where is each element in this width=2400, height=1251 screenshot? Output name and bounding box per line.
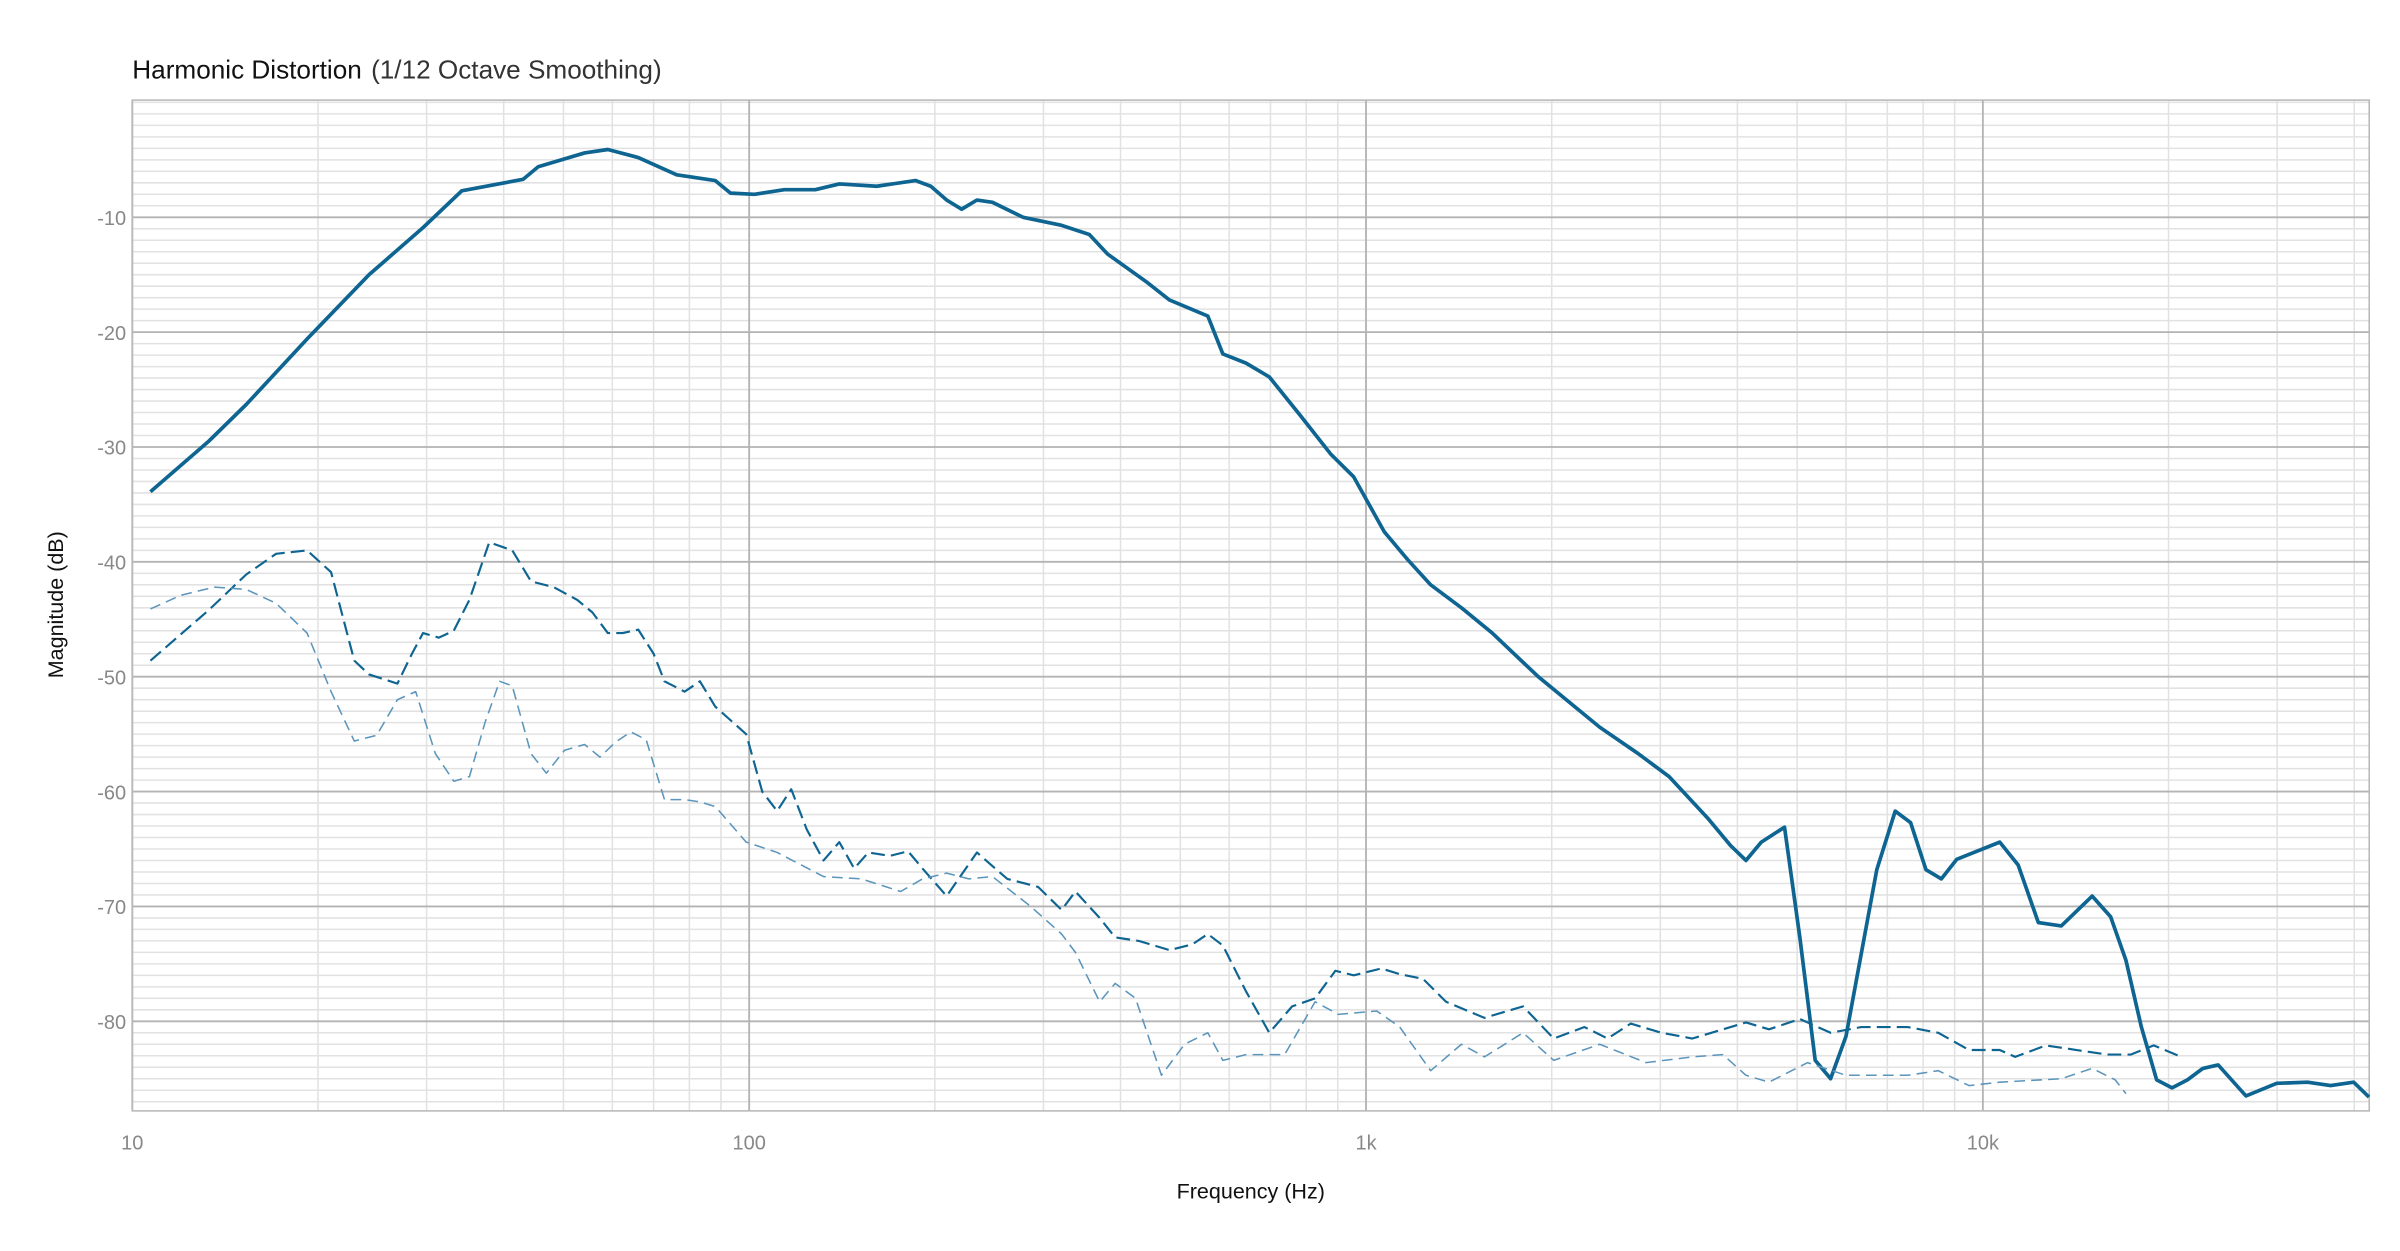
grid [131,100,2370,1111]
chart-title: Harmonic Distortion (1/12 Octave Smoothin… [132,55,661,85]
y-tick-label: -40 [97,553,126,575]
x-tick-label: 10 [121,1132,143,1154]
y-tick-label: -10 [97,208,126,230]
y-tick-label: -50 [97,667,126,689]
plot-frame [131,99,2370,1112]
y-tick-label: -70 [97,897,126,919]
y-tick-label: -30 [97,438,126,460]
x-tick-label: 1k [1355,1132,1377,1154]
x-tick-label: 10k [1967,1132,2000,1154]
x-axis-label: Frequency (Hz) [1177,1180,1325,1204]
y-axis-label: Magnitude (dB) [44,531,68,678]
series-line [149,147,2371,1099]
series-line [149,541,2182,1058]
chart-title: Harmonic Distortion [132,55,362,85]
y-tick-label: -80 [97,1012,126,1034]
chart-subtitle: (1/12 Octave Smoothing) [371,55,662,85]
y-tick-label: -20 [97,323,126,345]
lines [149,147,2371,1099]
y-tick-label: -60 [97,782,126,804]
series-line [150,586,2127,1095]
x-tick-label: 100 [732,1132,765,1154]
